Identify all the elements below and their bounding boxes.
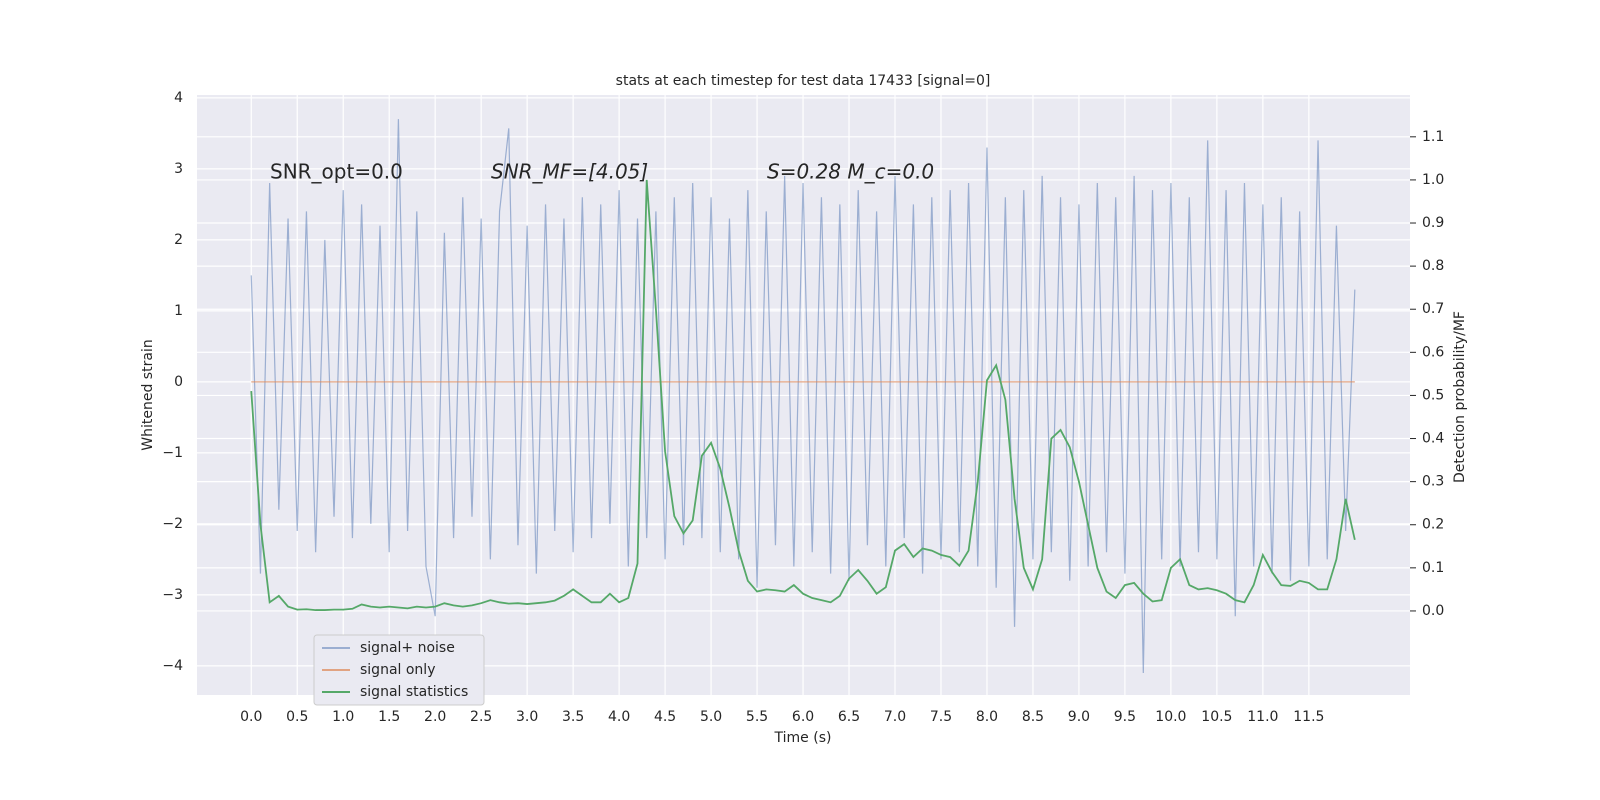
series-line — [250, 119, 1356, 673]
x-tick-label: 6.5 — [838, 709, 860, 725]
y2-tick-label: 0.4 — [1422, 431, 1444, 447]
x-tick-label: 1.5 — [378, 709, 400, 725]
x-tick-label: 5.0 — [700, 709, 722, 725]
x-tick-label: 3.0 — [516, 709, 538, 725]
y-axis-label: Whitened strain — [140, 339, 156, 450]
x-tick-label: 10.5 — [1201, 709, 1232, 725]
x-tick-label: 8.0 — [976, 709, 998, 725]
x-tick-label: 11.0 — [1247, 709, 1278, 725]
y2-tick-label: 0.3 — [1422, 474, 1444, 490]
y2-tick-label: 0.9 — [1422, 215, 1444, 231]
x-tick-label: 4.0 — [608, 709, 630, 725]
y2-tick-label: 0.0 — [1422, 603, 1444, 619]
series-line — [250, 179, 1356, 611]
x-tick-label: 0.5 — [286, 709, 308, 725]
y2-tick-label: 1.0 — [1422, 172, 1444, 188]
x-tick-label: 9.5 — [1114, 709, 1136, 725]
x-tick-label: 2.5 — [470, 709, 492, 725]
y-tick-label: 2 — [174, 232, 183, 248]
chart-title: stats at each timestep for test data 174… — [616, 73, 991, 89]
y-tick-label: −2 — [162, 516, 183, 532]
y-tick-label: −3 — [162, 587, 183, 603]
y-tick-label: −1 — [162, 445, 183, 461]
legend-box — [313, 634, 485, 706]
x-tick-label: 7.5 — [930, 709, 952, 725]
y-tick-label: 1 — [174, 303, 183, 319]
y2-axis-label: Detection probability/MF — [1452, 311, 1468, 483]
x-tick-label: 4.5 — [654, 709, 676, 725]
y2-tick-label: 0.1 — [1422, 560, 1444, 576]
x-tick-label: 2.0 — [424, 709, 446, 725]
y2-tick-label: 0.6 — [1422, 344, 1444, 360]
x-tick-label: 11.5 — [1293, 709, 1324, 725]
y2-tick-label: 0.7 — [1422, 301, 1444, 317]
y2-tick-label: 0.5 — [1422, 387, 1444, 403]
legend-label: signal only — [360, 662, 435, 678]
x-tick-label: 10.0 — [1155, 709, 1186, 725]
y-tick-label: 3 — [174, 161, 183, 177]
x-tick-label: 9.0 — [1068, 709, 1090, 725]
y2-tick-label: 0.2 — [1422, 517, 1444, 533]
y-tick-label: 0 — [174, 374, 183, 390]
legend: signal+ noise signal only signal statistic… — [313, 634, 485, 706]
x-tick-label: 3.5 — [562, 709, 584, 725]
x-tick-label: 8.5 — [1022, 709, 1044, 725]
x-tick-label: 0.0 — [240, 709, 262, 725]
legend-label: signal statistics — [360, 684, 468, 700]
y2-tick-label: 0.8 — [1422, 258, 1444, 274]
x-tick-label: 1.0 — [332, 709, 354, 725]
x-tick-label: 6.0 — [792, 709, 814, 725]
x-tick-label: 7.0 — [884, 709, 906, 725]
x-tick-label: 5.5 — [746, 709, 768, 725]
y2-tick-label: 1.1 — [1422, 129, 1444, 145]
legend-label: signal+ noise — [360, 640, 455, 656]
y-tick-label: −4 — [162, 658, 183, 674]
y-tick-label: 4 — [174, 90, 183, 106]
annotation: SNR_MF=[4.05] — [491, 160, 648, 184]
x-axis-label: Time (s) — [774, 730, 832, 746]
annotation: SNR_opt=0.0 — [270, 160, 403, 184]
annotation: S=0.28 M_c=0.0 — [767, 160, 934, 184]
